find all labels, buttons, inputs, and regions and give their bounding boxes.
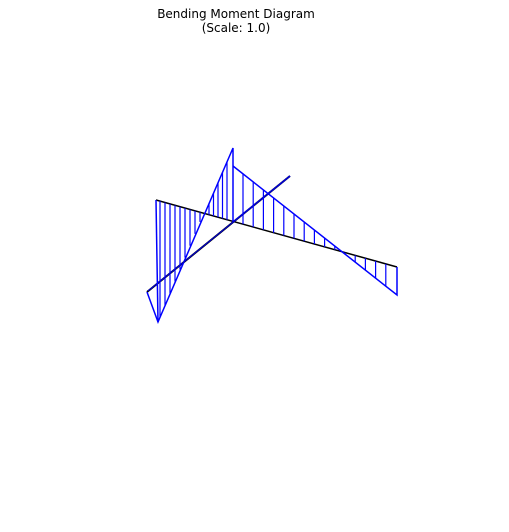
- diagram-title: Bending Moment Diagram: [157, 7, 315, 21]
- moment-outline-member-1: [155, 199, 159, 323]
- frame-member-1: [155, 199, 398, 268]
- moment-diagram-member-1: [155, 165, 398, 323]
- moment-outline-member-1b: [232, 165, 398, 297]
- diagram-subtitle: (Scale: 1.0): [202, 21, 271, 35]
- moment-diagram-member-2: [146, 147, 291, 325]
- hatch-member-1: [159, 173, 387, 318]
- moment-overlay-member-2: [147, 175, 291, 292]
- hatch-member-2: [208, 161, 228, 220]
